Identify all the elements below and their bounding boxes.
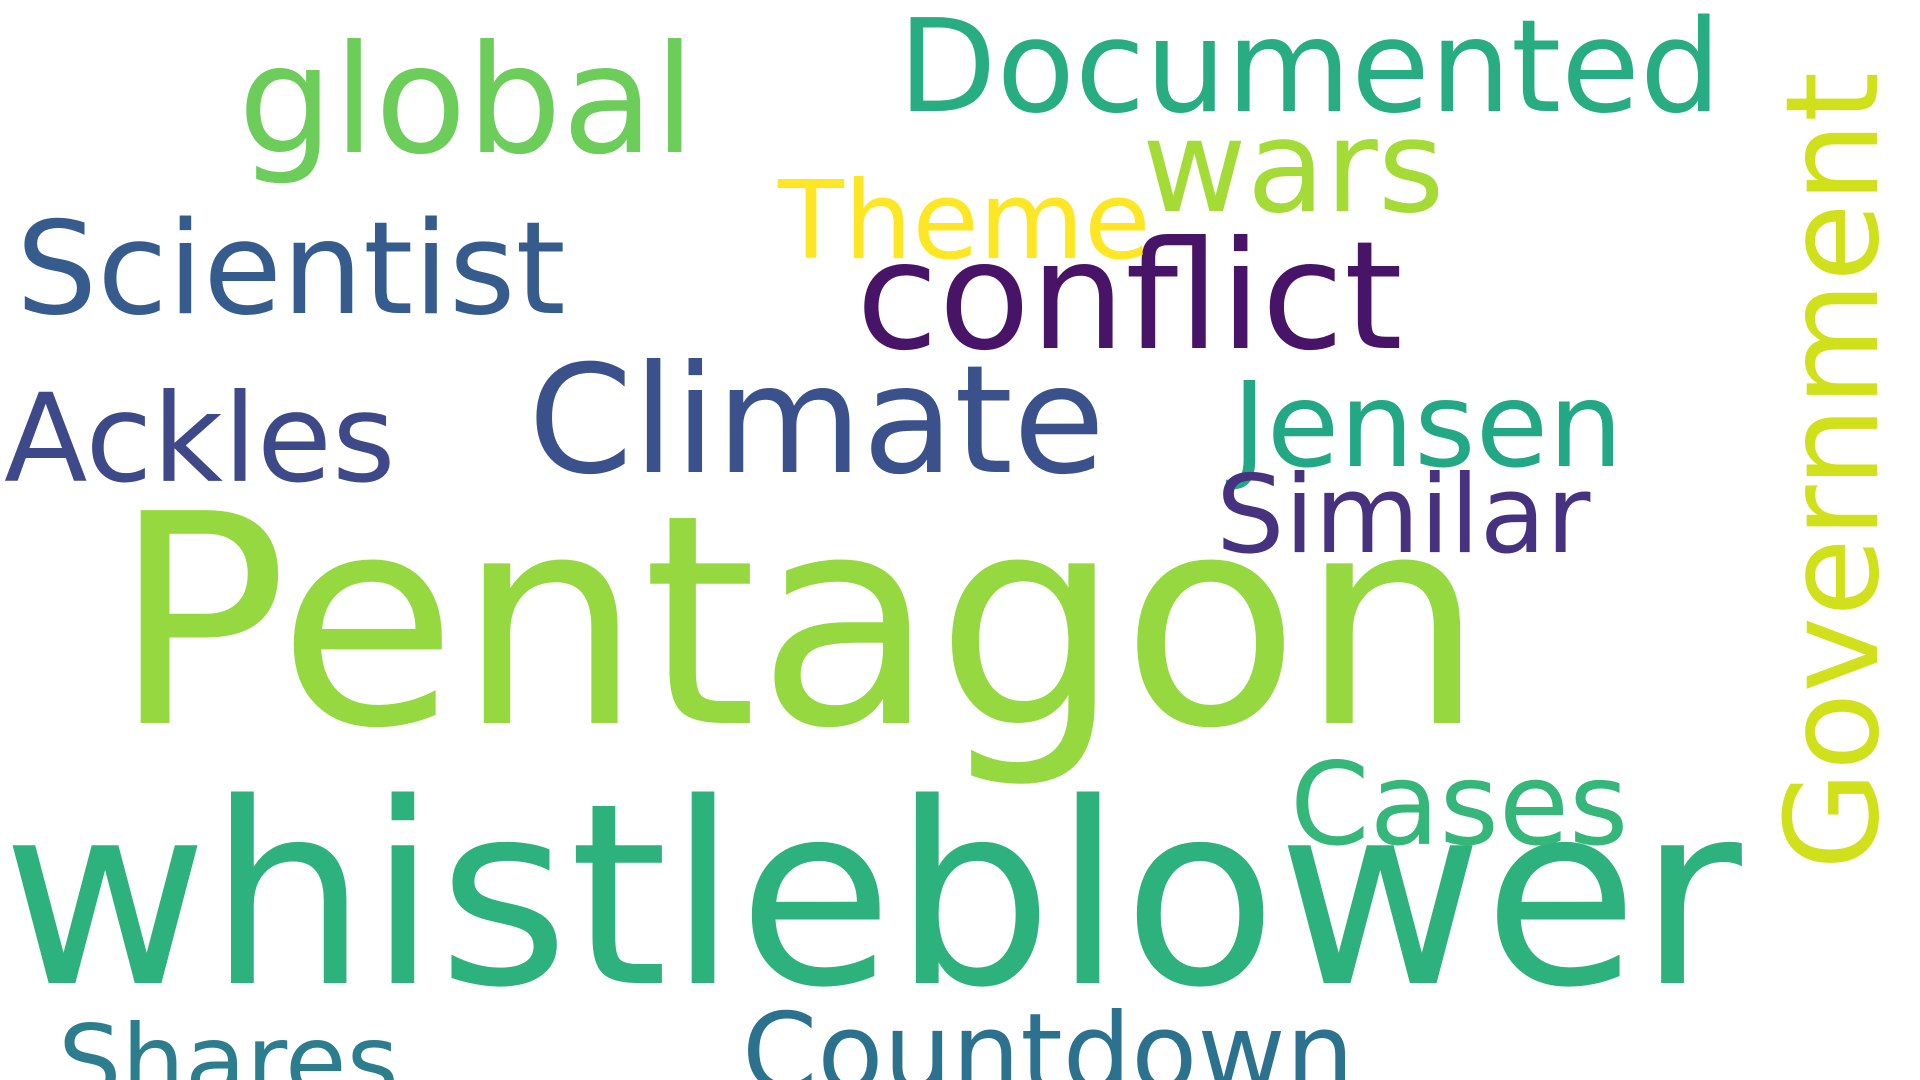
word-scientist: Scientist (16, 195, 566, 344)
word-jensen: Jensen (1232, 356, 1624, 494)
word-countdown: Countdown (742, 991, 1355, 1080)
word-whistleblower: whistleblower (2, 750, 1742, 1043)
word-theme: Theme (778, 159, 1151, 284)
word-documented: Documented (898, 0, 1722, 142)
word-climate: Climate (528, 334, 1106, 508)
word-similar: Similar (1216, 453, 1591, 578)
word-shares: Shares (58, 1003, 399, 1080)
word-wars: wars (1142, 93, 1445, 242)
word-ackles: Ackles (4, 368, 396, 510)
word-government: Government (1759, 71, 1908, 870)
word-conflict: conflict (856, 210, 1403, 384)
word-cases: Cases (1290, 738, 1629, 871)
word-pentagon: Pentagon (112, 452, 1485, 792)
word-global: global (238, 14, 696, 188)
